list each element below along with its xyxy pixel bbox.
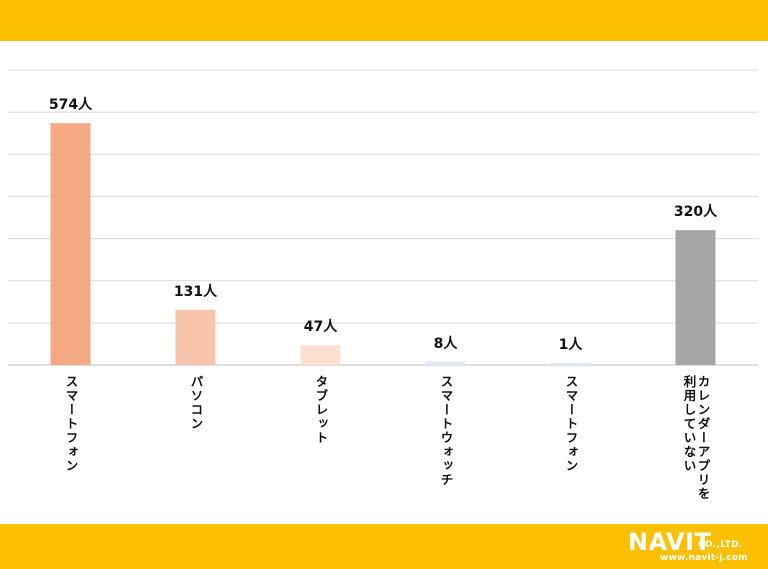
data-label: 1人 (558, 337, 583, 353)
bar (175, 309, 216, 365)
logo-url: www.navit-j.com (660, 553, 748, 563)
bar (50, 123, 91, 365)
category-label: スマートフォン (63, 375, 79, 473)
logo-name: NAVIT (628, 528, 712, 556)
bar-chart (8, 69, 758, 366)
data-label: 574人 (48, 97, 93, 114)
data-label: 131人 (173, 283, 218, 300)
category-label: パソコン (188, 375, 204, 431)
category-label: スマートウォッチ (438, 375, 454, 487)
logo-company-suffix: CO.,LTD. (698, 540, 743, 550)
data-label: 8人 (433, 335, 458, 352)
bar (425, 361, 466, 365)
navit-logo: NAVIT CO.,LTD. www.navit-j.com (628, 530, 758, 564)
category-label: カレンダーアプリを利用していない (681, 375, 711, 501)
bottom-accent-bar: NAVIT CO.,LTD. www.navit-j.com (0, 524, 768, 569)
category-label: タブレット (313, 375, 329, 445)
category-label: スマートフォン (563, 375, 579, 473)
data-label: 320人 (673, 204, 718, 221)
data-label: 47人 (303, 319, 338, 336)
top-accent-bar (0, 0, 768, 41)
bar (675, 230, 716, 365)
bar (550, 363, 591, 365)
bar (300, 345, 341, 365)
